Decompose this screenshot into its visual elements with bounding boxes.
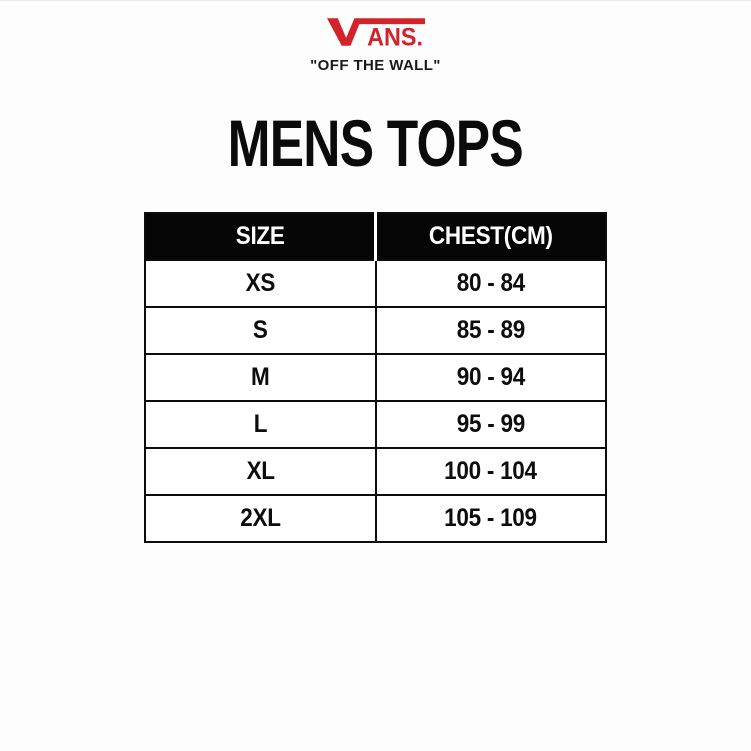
chest-cell: 95 - 99	[374, 400, 607, 449]
size-value: XL	[246, 457, 275, 485]
vans-logo-letters: ANS.	[367, 24, 423, 47]
chest-cell: 85 - 89	[374, 306, 607, 355]
chest-cell: 105 - 109	[374, 494, 607, 543]
size-table-header-row: SIZE CHEST(CM)	[145, 213, 606, 260]
size-cell: S	[144, 306, 377, 355]
size-table: SIZE CHEST(CM) XS 80 - 84 S 85 - 89 M 90…	[144, 212, 607, 543]
col-header-chest: CHEST(CM)	[375, 213, 606, 260]
title-section: MENS TOPS	[0, 110, 751, 176]
size-value: M	[251, 363, 270, 391]
size-cell: XL	[144, 447, 377, 496]
chest-cell: 90 - 94	[374, 353, 607, 402]
size-value: 2XL	[240, 504, 281, 532]
chest-value: 100 - 104	[444, 457, 538, 485]
brand-header: ANS. "OFF THE WALL"	[0, 17, 751, 74]
table-row: XS 80 - 84	[144, 259, 607, 308]
size-value: S	[252, 316, 268, 344]
table-row: 2XL 105 - 109	[144, 494, 607, 543]
size-value: L	[253, 410, 267, 438]
size-cell: XS	[144, 259, 377, 308]
col-header-chest-label: CHEST(CM)	[429, 222, 553, 250]
col-header-size: SIZE	[145, 213, 377, 260]
size-value: XS	[245, 269, 276, 297]
table-row: M 90 - 94	[144, 353, 607, 402]
table-row: L 95 - 99	[144, 400, 607, 449]
page-title: MENS TOPS	[227, 106, 524, 180]
table-row: S 85 - 89	[144, 306, 607, 355]
brand-tagline: "OFF THE WALL"	[310, 57, 441, 74]
size-cell: 2XL	[144, 494, 377, 543]
chest-cell: 100 - 104	[374, 447, 607, 496]
vans-logo-icon: ANS.	[326, 18, 425, 47]
chest-cell: 80 - 84	[374, 259, 607, 308]
chest-value: 80 - 84	[456, 269, 525, 297]
table-row: XL 100 - 104	[144, 447, 607, 496]
size-cell: L	[144, 400, 377, 449]
chest-value: 85 - 89	[456, 316, 525, 344]
chest-value: 105 - 109	[444, 504, 538, 532]
chest-value: 90 - 94	[456, 363, 525, 391]
size-cell: M	[144, 353, 377, 402]
vans-logo-v-and-bar	[326, 18, 425, 46]
chest-value: 95 - 99	[456, 410, 525, 438]
col-header-size-label: SIZE	[235, 222, 285, 250]
